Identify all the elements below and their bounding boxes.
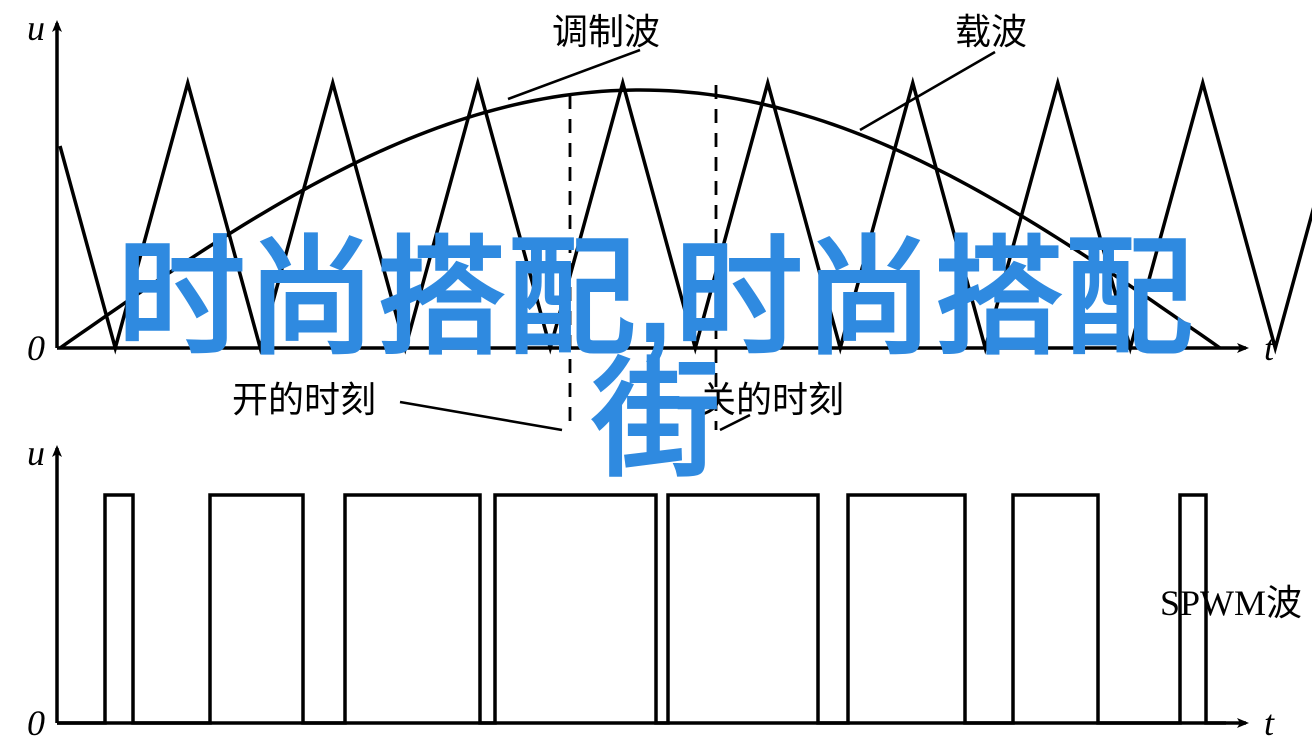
- spwm-diagram: u t 0 调制波 载波开的时刻 关的时刻 u t 0 SPWM波: [0, 0, 1312, 741]
- svg-text:调制波: 调制波: [552, 12, 660, 52]
- svg-text:t: t: [1264, 328, 1275, 368]
- svg-text:0: 0: [27, 328, 45, 368]
- svg-text:t: t: [1264, 703, 1275, 741]
- svg-text:u: u: [27, 433, 45, 473]
- svg-text:开的时刻: 开的时刻: [232, 380, 376, 420]
- svg-text:关的时刻: 关的时刻: [700, 380, 844, 420]
- svg-text:SPWM波: SPWM波: [1160, 583, 1302, 623]
- svg-text:0: 0: [27, 703, 45, 741]
- svg-text:u: u: [27, 8, 45, 48]
- svg-text:载波: 载波: [955, 12, 1027, 52]
